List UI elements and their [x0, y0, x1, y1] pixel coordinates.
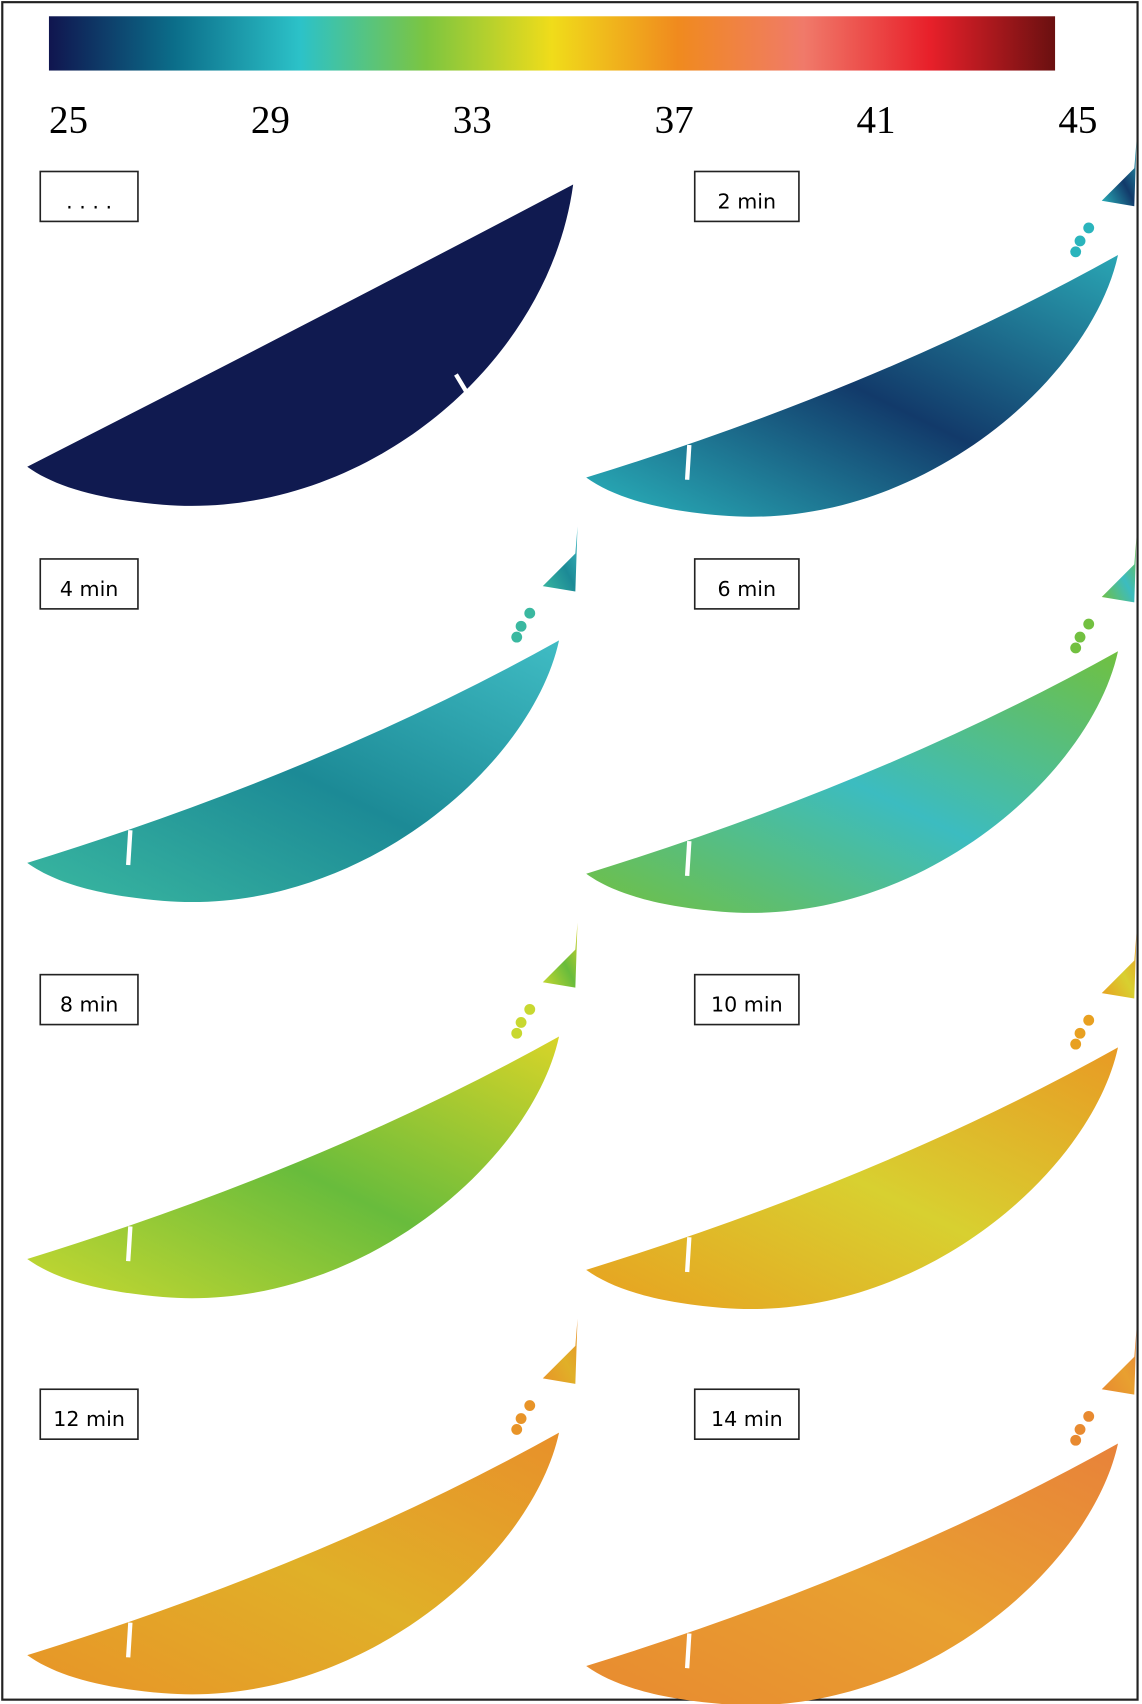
- particle: [524, 607, 536, 619]
- particle: [524, 1400, 536, 1411]
- particle-bed: [586, 651, 1119, 913]
- colorbar-tick-label: 37: [655, 98, 694, 141]
- particle-flap: [542, 1318, 578, 1384]
- label-box: [39, 558, 139, 610]
- particle: [515, 1413, 527, 1424]
- panel-label: 14 min: [711, 1407, 783, 1431]
- particle: [1083, 222, 1095, 234]
- colorbar-tick-label: 25: [49, 98, 88, 141]
- particle: [1074, 1423, 1086, 1435]
- particle: [1083, 1014, 1095, 1026]
- slit: [684, 1237, 692, 1273]
- slit: [684, 841, 692, 877]
- particle: [1083, 1410, 1095, 1422]
- particle: [1083, 618, 1095, 630]
- colorbar-tick-label: 41: [856, 98, 895, 141]
- slit: [684, 1633, 692, 1669]
- label-box: [39, 170, 139, 223]
- panel: [27, 922, 578, 1299]
- particle-bed: [27, 1432, 560, 1695]
- panel-label: 6 min: [718, 577, 777, 601]
- particle-bed: [586, 1047, 1119, 1310]
- colorbar-tick-label: 29: [251, 98, 290, 141]
- panel: [586, 537, 1137, 913]
- label-box: [39, 1388, 139, 1440]
- slit: [126, 830, 133, 866]
- particle-flap: [542, 526, 578, 592]
- panel: [586, 933, 1137, 1310]
- particle-flap: [1101, 141, 1137, 207]
- panel-label: 2 min: [718, 189, 777, 213]
- panel: [27, 526, 578, 903]
- particle: [1074, 631, 1086, 643]
- panel: [27, 184, 574, 506]
- panel-label: 8 min: [60, 993, 119, 1017]
- slit: [126, 1622, 133, 1658]
- panel: [586, 141, 1137, 517]
- panel-label: 10 min: [711, 993, 783, 1017]
- colorbar-tick-label: 33: [453, 98, 492, 141]
- particle-flap: [1101, 1329, 1137, 1395]
- particle: [515, 1016, 527, 1028]
- slit: [126, 1226, 133, 1262]
- label-box: [693, 558, 800, 610]
- panel-label: . . . .: [66, 189, 112, 213]
- panel-label: 12 min: [53, 1407, 125, 1431]
- particle-bed: [27, 1036, 560, 1299]
- particle: [1074, 1027, 1086, 1039]
- particle-bed: [586, 1443, 1119, 1704]
- slit: [454, 373, 471, 398]
- particle: [511, 1027, 523, 1039]
- label-box: [693, 1388, 800, 1440]
- particle-bed: [27, 184, 574, 506]
- particle-bed: [586, 255, 1119, 517]
- panel-label: 4 min: [60, 577, 119, 601]
- particle-flap: [1101, 933, 1137, 999]
- particle: [1070, 1434, 1082, 1446]
- particle-flap: [1101, 537, 1137, 603]
- particle: [511, 1423, 523, 1435]
- particle: [1070, 1038, 1082, 1050]
- particle: [524, 1003, 536, 1015]
- panel: [586, 1329, 1137, 1704]
- panel: [27, 1318, 578, 1695]
- particle: [1070, 642, 1082, 654]
- particle-bed: [27, 640, 560, 903]
- particle: [511, 631, 523, 643]
- slit: [684, 444, 692, 480]
- label-box: [693, 170, 800, 223]
- colorbar-tick-label: 45: [1058, 98, 1097, 141]
- particle: [515, 620, 527, 632]
- particle: [1070, 246, 1082, 258]
- particle-flap: [542, 922, 578, 988]
- label-box: [39, 973, 139, 1026]
- label-box: [693, 973, 800, 1026]
- particle: [1074, 235, 1086, 247]
- colorbar: [48, 16, 1056, 71]
